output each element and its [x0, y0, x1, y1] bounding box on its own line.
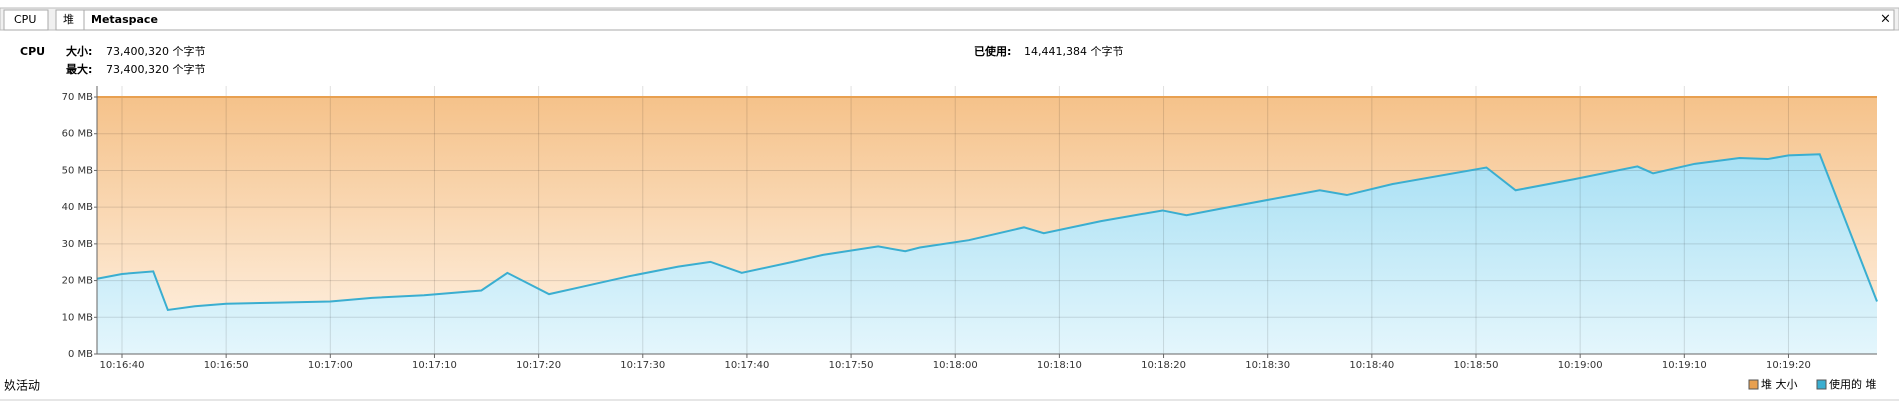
x-tick-label: 10:19:10	[1662, 360, 1707, 371]
x-tick-label: 10:19:00	[1558, 360, 1603, 371]
x-tick-label: 10:18:30	[1245, 360, 1290, 371]
close-button[interactable]: ×	[1880, 12, 1891, 27]
x-tick-label: 10:17:20	[516, 360, 561, 371]
x-tick-label: 10:18:00	[933, 360, 978, 371]
info-value: 14,441,384 个字节	[1024, 44, 1123, 58]
x-tick-label: 10:17:30	[620, 360, 665, 371]
info-label: 大小:	[66, 44, 92, 58]
info-label: 已使用:	[974, 44, 1011, 58]
y-tick-label: 40 MB	[62, 202, 94, 213]
footer-label: 奺活动	[4, 379, 40, 393]
tab[interactable]	[83, 9, 1895, 31]
tab-label[interactable]: Metaspace	[91, 13, 158, 26]
y-tick-label: 0 MB	[68, 349, 93, 360]
legend-swatch	[1748, 379, 1759, 390]
info-value: 73,400,320 个字节	[106, 62, 205, 76]
tab[interactable]	[3, 9, 49, 31]
x-tick-label: 10:18:20	[1141, 360, 1186, 371]
info-label: 最大:	[66, 62, 92, 76]
x-tick-label: 10:18:40	[1349, 360, 1394, 371]
x-tick-label: 10:19:20	[1766, 360, 1811, 371]
x-tick-label: 10:18:50	[1454, 360, 1499, 371]
info-value: 73,400,320 个字节	[106, 44, 205, 58]
y-tick-label: 10 MB	[62, 312, 94, 323]
y-tick-label: 30 MB	[62, 239, 94, 250]
legend-label: 使用的 堆	[1829, 377, 1877, 391]
x-tick-label: 10:16:50	[204, 360, 249, 371]
legend-label: 堆 大小	[1761, 377, 1798, 391]
x-tick-label: 10:17:40	[724, 360, 769, 371]
x-tick-label: 10:17:50	[829, 360, 874, 371]
x-tick-label: 10:17:10	[412, 360, 457, 371]
area	[97, 154, 1877, 354]
y-tick-label: 60 MB	[62, 129, 94, 140]
legend-swatch	[1816, 379, 1827, 390]
y-tick-label: 20 MB	[62, 276, 94, 287]
side-label: CPU	[20, 45, 45, 58]
tab-label[interactable]: 堆	[63, 13, 74, 26]
x-tick-label: 10:16:40	[100, 360, 145, 371]
y-tick-label: 70 MB	[62, 92, 94, 103]
x-tick-label: 10:18:10	[1037, 360, 1082, 371]
y-tick-label: 50 MB	[62, 165, 94, 176]
series-line	[96, 153, 1878, 312]
x-tick-label: 10:17:00	[308, 360, 353, 371]
tab-label[interactable]: CPU	[14, 13, 36, 26]
